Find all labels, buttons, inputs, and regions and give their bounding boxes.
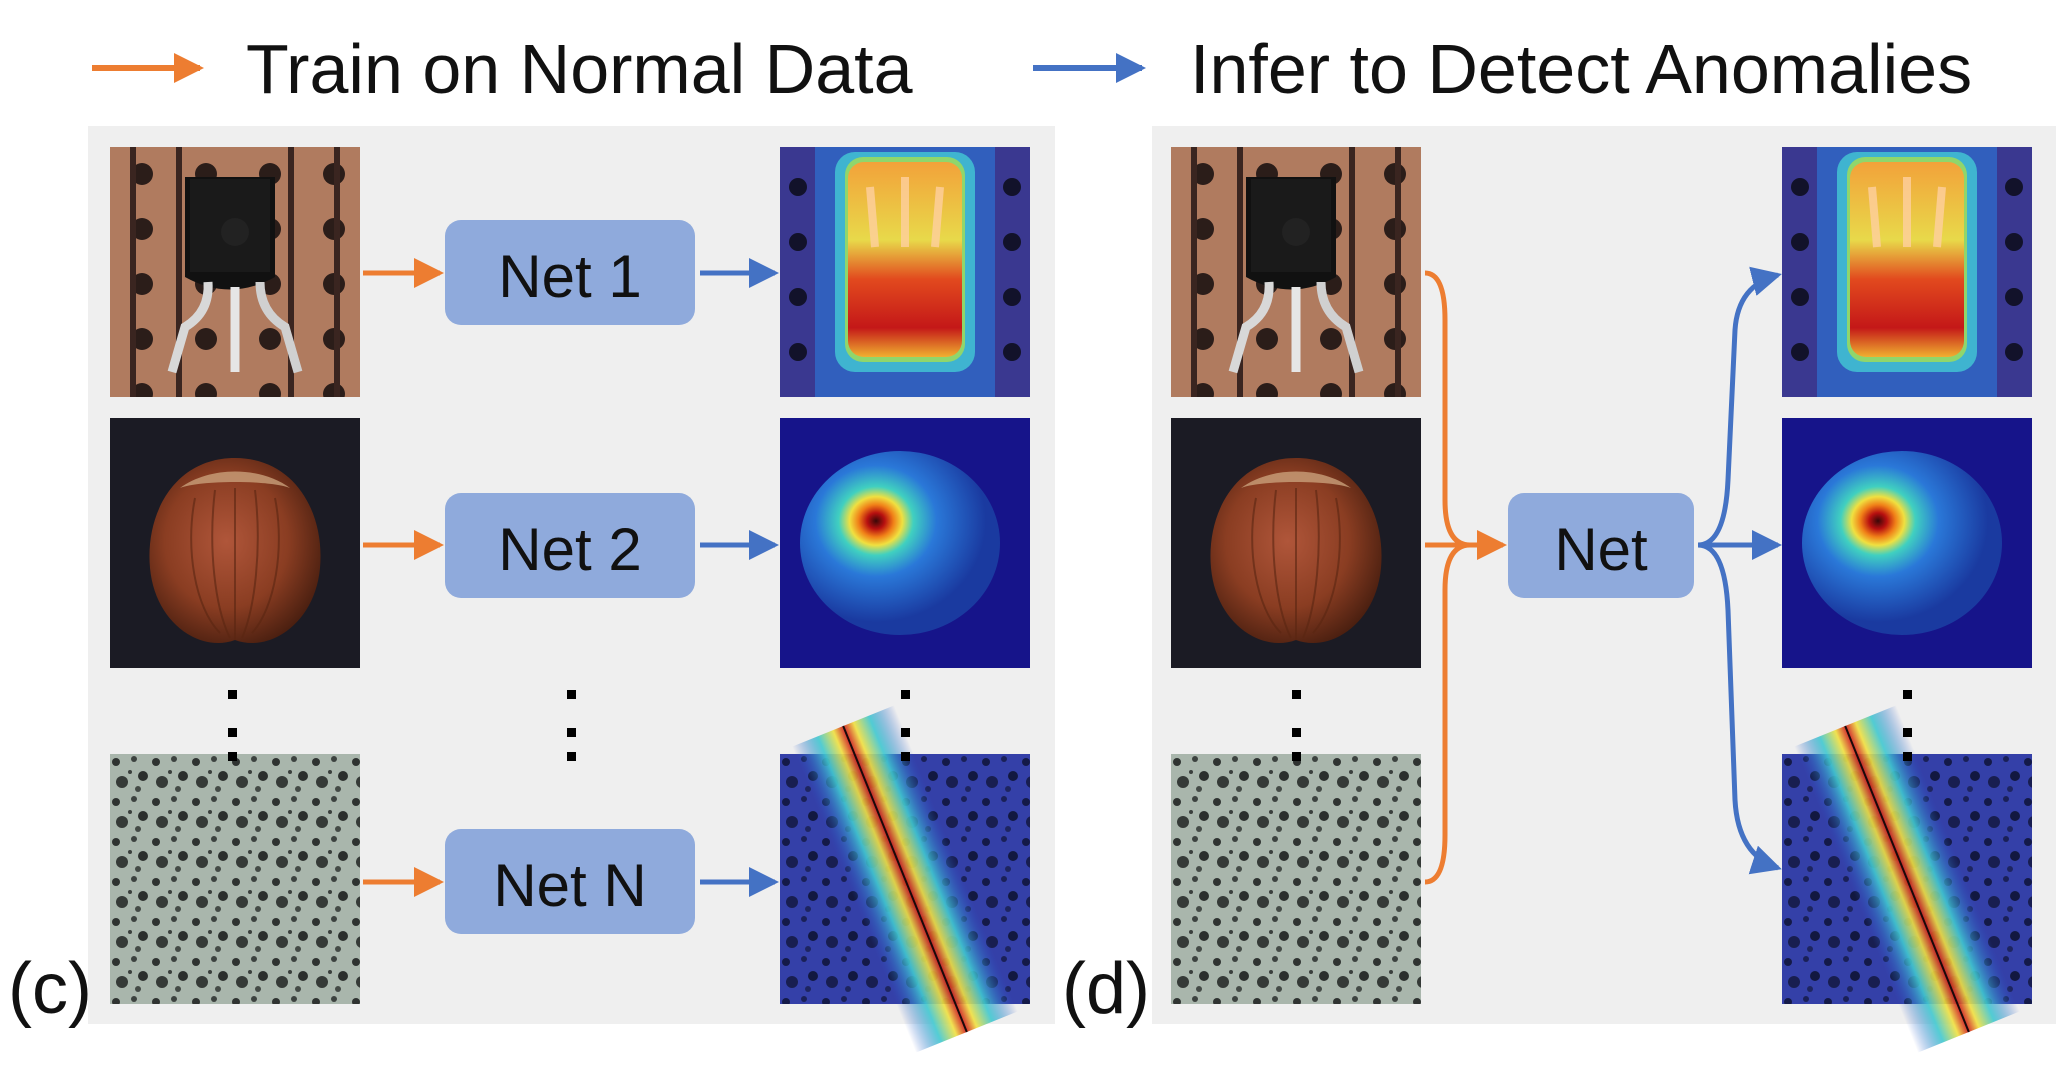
net-n-box <box>445 829 695 934</box>
legend: Train on Normal Data Infer to Detect Ano… <box>92 30 1972 108</box>
panel-d-heatmap-transistor <box>1782 147 2032 397</box>
panel-c-label: (c) <box>8 949 92 1029</box>
panel-d: Net (d) <box>1062 126 2056 1054</box>
shared-net-box <box>1508 493 1694 598</box>
shared-net-label: Net <box>1554 516 1648 583</box>
panel-c-ellipsis-heatmaps <box>901 690 910 761</box>
net-1-label: Net 1 <box>498 243 641 310</box>
panel-c-heatmap-transistor <box>780 147 1030 397</box>
panel-c-heatmap-hazelnut <box>780 418 1030 668</box>
panel-d-input-texture <box>1171 754 1421 1004</box>
panel-d-input-transistor <box>1171 147 1421 397</box>
split-arrow-bottom <box>1697 542 1782 875</box>
panel-c-ellipsis-inputs <box>228 690 237 761</box>
net-n-label: Net N <box>493 852 646 919</box>
panel-c-input-hazelnut <box>109 417 361 669</box>
net-2-label: Net 2 <box>498 516 641 583</box>
panel-d-heatmap-hazelnut <box>1782 418 2032 668</box>
panel-c-input-transistor <box>110 147 360 397</box>
panel-c-input-texture <box>110 754 360 1004</box>
panel-d-ellipsis-heatmaps <box>1903 690 1912 761</box>
legend-train-label: Train on Normal Data <box>246 30 913 108</box>
merge-arrow-bottom <box>1424 542 1471 885</box>
legend-infer-label: Infer to Detect Anomalies <box>1190 30 1972 108</box>
panel-c-ellipsis-nets <box>567 690 576 761</box>
split-arrow-top <box>1697 266 1782 548</box>
net-1-box <box>445 220 695 325</box>
panel-d-label: (d) <box>1062 949 1150 1029</box>
net-2-box <box>445 493 695 598</box>
panel-d-ellipsis-inputs <box>1292 690 1301 761</box>
panel-c: Net 1 Net 2 Net N (c) <box>8 126 1055 1054</box>
panel-d-input-hazelnut <box>1170 417 1422 669</box>
